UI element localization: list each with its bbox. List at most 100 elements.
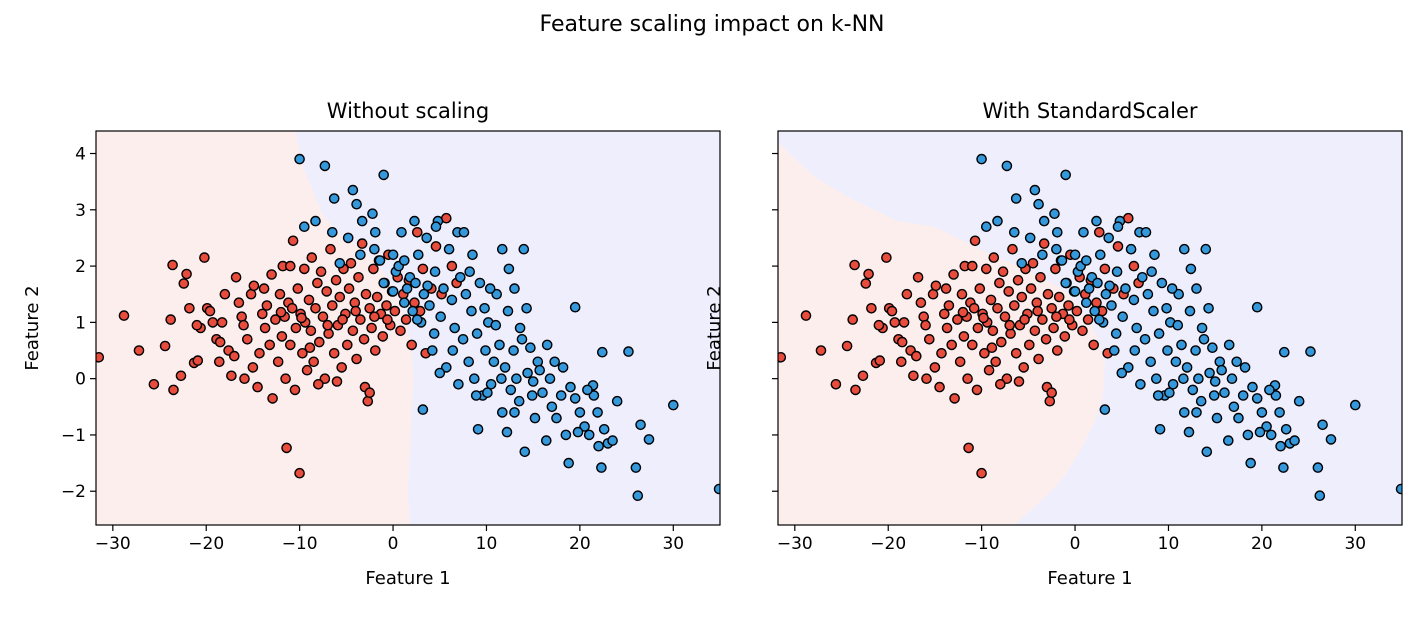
- data-point-class0: [284, 339, 296, 351]
- data-point-class0: [341, 339, 353, 351]
- data-point-class0: [248, 280, 260, 292]
- data-point-class1: [1131, 322, 1142, 334]
- data-point-class1: [426, 345, 438, 356]
- data-point-class1: [480, 345, 491, 356]
- data-point-class1: [1178, 373, 1189, 385]
- data-point-class0: [1044, 395, 1056, 407]
- data-point-class0: [294, 467, 305, 479]
- data-point-class1: [522, 367, 533, 379]
- data-point-class0: [915, 297, 927, 309]
- data-point-class0: [866, 302, 877, 314]
- data-point-class0: [213, 356, 225, 368]
- data-point-class0: [310, 302, 321, 314]
- data-point-class0: [908, 370, 919, 382]
- x-tick-label: −30: [777, 534, 813, 554]
- data-point-class1: [630, 462, 642, 473]
- data-point-class1: [1164, 387, 1175, 399]
- data-point-class1: [516, 333, 528, 345]
- data-point-class1: [418, 288, 430, 300]
- data-point-class1: [1209, 376, 1221, 387]
- y-tick-label: 3: [75, 201, 86, 221]
- data-point-class1: [508, 345, 519, 356]
- data-point-class1: [1231, 356, 1242, 368]
- data-point-class0: [995, 378, 1006, 390]
- data-point-class1: [468, 373, 480, 385]
- data-point-class0: [358, 333, 370, 345]
- data-point-class1: [1009, 226, 1020, 238]
- data-point-class0: [1019, 314, 1030, 325]
- data-point-class1: [1083, 283, 1095, 294]
- data-point-class0: [334, 291, 346, 303]
- x-tick-label: −30: [95, 534, 131, 554]
- data-point-class1: [1060, 277, 1071, 289]
- data-point-class0: [1029, 325, 1041, 337]
- data-point-class1: [569, 393, 581, 404]
- data-point-class1: [464, 266, 476, 278]
- data-point-class1: [1153, 328, 1165, 339]
- data-point-class1: [1120, 283, 1131, 294]
- y-tick-label: −2: [61, 482, 86, 502]
- decision-region-class0: [778, 131, 1105, 525]
- data-point-class0: [298, 263, 310, 275]
- axes-frame: [95, 130, 721, 526]
- data-point-class1: [1305, 346, 1316, 357]
- data-point-class1: [1010, 193, 1022, 204]
- data-point-class0: [948, 269, 959, 280]
- data-point-class1: [1256, 407, 1268, 418]
- data-point-class0: [345, 257, 357, 269]
- data-point-class1: [1216, 364, 1227, 376]
- data-point-class1: [1184, 305, 1196, 317]
- data-point-class0: [328, 347, 340, 359]
- data-point-class1: [438, 283, 449, 294]
- data-point-class1: [1314, 490, 1326, 502]
- data-point-class0: [936, 347, 947, 359]
- data-point-class1: [1226, 373, 1238, 385]
- data-point-class1: [532, 356, 544, 368]
- data-point-class0: [1063, 300, 1074, 311]
- data-point-class1: [1270, 390, 1282, 401]
- data-point-class0: [962, 373, 973, 385]
- data-point-class1: [557, 362, 569, 373]
- data-point-class1: [1264, 384, 1275, 396]
- data-point-class1: [378, 277, 390, 289]
- data-point-class0: [1016, 291, 1028, 303]
- x-tick-label: 30: [1344, 534, 1366, 554]
- data-point-class1: [1149, 249, 1160, 261]
- data-point-class0: [395, 325, 406, 337]
- data-point-class0: [118, 310, 130, 321]
- data-point-class1: [588, 390, 600, 401]
- data-point-class1: [1195, 395, 1207, 407]
- data-point-class0: [303, 294, 315, 306]
- data-point-class1: [488, 356, 500, 368]
- data-point-class1: [546, 401, 558, 413]
- data-point-class1: [1317, 419, 1328, 431]
- data-point-class1: [494, 339, 505, 351]
- x-tick-label: −20: [870, 534, 906, 554]
- data-point-class1: [597, 346, 608, 358]
- x-tick-label: 0: [388, 534, 399, 554]
- data-point-class1: [1125, 243, 1137, 255]
- data-point-class1: [1056, 255, 1068, 266]
- data-point-class1: [560, 429, 572, 441]
- data-point-class0: [976, 467, 987, 479]
- data-point-class0: [266, 269, 277, 280]
- data-point-class1: [1139, 333, 1151, 345]
- data-point-class0: [230, 271, 242, 283]
- data-point-class0: [1040, 333, 1052, 345]
- data-point-class0: [873, 319, 885, 331]
- data-point-class0: [337, 314, 348, 325]
- data-point-class1: [1181, 362, 1193, 373]
- data-point-class0: [377, 331, 389, 342]
- data-point-class1: [446, 294, 458, 306]
- data-point-class0: [1099, 263, 1111, 275]
- data-point-class1: [326, 226, 338, 238]
- data-point-class0: [296, 312, 307, 324]
- data-point-class1: [668, 399, 679, 411]
- data-point-class1: [369, 243, 380, 255]
- data-point-class1: [1151, 373, 1162, 385]
- data-point-class1: [592, 407, 603, 418]
- data-point-class0: [930, 280, 942, 292]
- data-point-class0: [133, 345, 145, 356]
- data-point-class1: [1395, 483, 1402, 495]
- data-point-class1: [1161, 302, 1172, 314]
